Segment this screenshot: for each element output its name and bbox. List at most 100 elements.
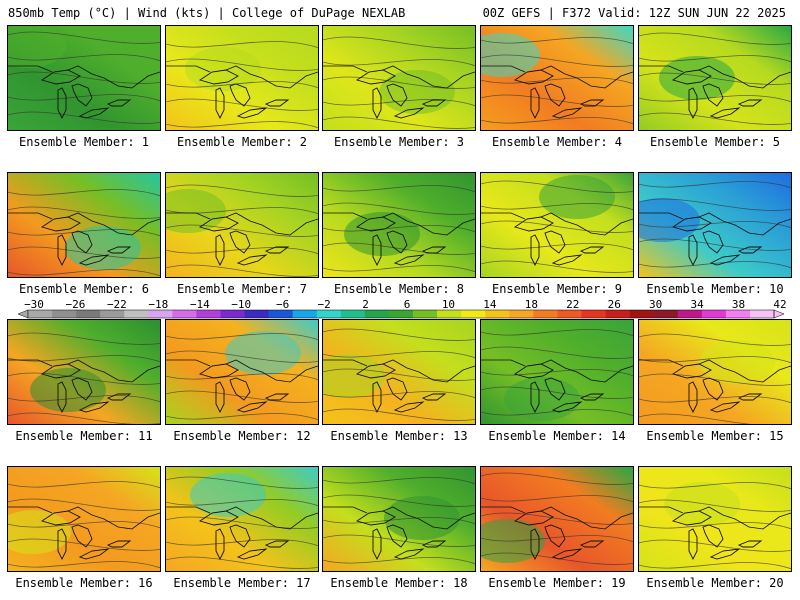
height-contour <box>166 121 318 129</box>
temperature-field <box>639 26 791 130</box>
scale-color-bin <box>292 310 318 318</box>
ensemble-member-map <box>165 466 319 572</box>
great-lakes-outline <box>386 230 408 254</box>
ensemble-member-caption: Ensemble Member: 16 <box>15 576 153 590</box>
temperature-anomaly-area <box>504 377 580 421</box>
ensemble-member-map <box>322 25 476 131</box>
great-lakes-outline <box>78 548 110 560</box>
great-lakes-outline <box>579 246 605 254</box>
political-border <box>323 359 368 367</box>
political-border <box>225 359 318 383</box>
scale-tick-label: 14 <box>483 298 497 311</box>
height-contour <box>639 356 791 364</box>
scale-color-bin <box>196 310 221 318</box>
temperature-field <box>166 173 318 277</box>
scale-color-bin <box>677 310 703 318</box>
political-border <box>225 65 318 89</box>
height-contour <box>323 328 475 341</box>
great-lakes-outline <box>544 83 566 107</box>
temperature-anomaly-area <box>379 70 455 114</box>
height-contour <box>8 561 160 569</box>
temperature-anomaly-area <box>659 56 735 100</box>
great-lakes-outline <box>40 363 81 379</box>
height-contour <box>323 59 475 67</box>
great-lakes-outline <box>513 363 554 379</box>
scale-tick-label: 42 <box>773 298 786 311</box>
height-contour <box>481 180 633 193</box>
great-lakes-outline <box>229 524 251 548</box>
great-lakes-outline <box>421 540 447 548</box>
ensemble-member-map <box>638 466 792 572</box>
height-contour <box>323 185 475 193</box>
scale-color-bin <box>340 310 366 318</box>
ensemble-member-map <box>480 466 634 572</box>
height-contour <box>8 481 160 489</box>
great-lakes-outline <box>198 69 239 85</box>
height-contour <box>639 413 791 424</box>
great-lakes-outline <box>530 528 540 561</box>
great-lakes-outline <box>702 524 724 548</box>
height-contour <box>323 494 475 507</box>
political-border <box>166 212 211 220</box>
scale-tick-label: 34 <box>690 298 704 311</box>
temperature-anomaly-area <box>639 198 700 242</box>
great-lakes-outline <box>551 107 583 119</box>
temperature-field <box>323 26 475 130</box>
temperature-anomaly-area <box>539 175 615 219</box>
temperature-color-scale: −30 −26 −22 −18 −14 −10 −6 −2 2 6 10 14 18 22 26 30 34 38… <box>18 298 788 320</box>
political-border <box>698 65 791 89</box>
temperature-field <box>8 320 160 424</box>
ensemble-member-caption: Ensemble Member: 11 <box>15 429 153 443</box>
height-contour <box>639 562 791 570</box>
scale-color-bin <box>701 310 727 318</box>
height-contour <box>481 203 633 211</box>
height-contour <box>481 535 633 543</box>
ensemble-member-map <box>322 319 476 425</box>
scale-tick-label: 38 <box>732 298 745 311</box>
great-lakes-outline <box>671 363 712 379</box>
great-lakes-outline <box>671 216 712 232</box>
great-lakes-outline <box>57 87 67 120</box>
great-lakes-outline <box>57 528 67 561</box>
height-contour <box>481 260 633 273</box>
ensemble-member-caption: Ensemble Member: 10 <box>646 282 784 296</box>
temperature-field <box>481 173 633 277</box>
temperature-anomaly-area <box>185 47 261 91</box>
great-lakes-outline <box>229 83 251 107</box>
ensemble-member-map <box>638 172 792 278</box>
height-contour <box>8 521 160 529</box>
ensemble-member-caption: Ensemble Member: 17 <box>173 576 311 590</box>
great-lakes-outline <box>106 540 132 548</box>
scale-color-bin <box>28 310 53 318</box>
ensemble-member-caption: Ensemble Member: 14 <box>488 429 626 443</box>
ensemble-member-map <box>638 25 792 131</box>
scale-color-bin <box>437 310 462 318</box>
scale-tick-label: 30 <box>649 298 662 311</box>
great-lakes-outline <box>551 401 583 413</box>
great-lakes-outline <box>229 230 251 254</box>
height-contour <box>481 386 633 399</box>
temperature-field <box>323 173 475 277</box>
great-lakes-outline <box>513 69 554 85</box>
height-contour <box>166 58 318 71</box>
ensemble-member-caption: Ensemble Member: 6 <box>18 282 150 296</box>
height-contour <box>481 94 633 107</box>
scale-color-bin <box>605 310 630 318</box>
great-lakes-outline <box>671 69 712 85</box>
height-contour <box>639 261 791 269</box>
scale-color-bin <box>509 310 534 318</box>
height-contour <box>639 32 791 45</box>
great-lakes-outline <box>236 107 268 119</box>
scale-color-bin <box>76 310 101 318</box>
ensemble-member-caption: Ensemble Member: 18 <box>330 576 468 590</box>
political-border <box>67 506 160 530</box>
height-contour <box>323 477 475 485</box>
great-lakes-outline <box>215 528 225 561</box>
height-contour <box>481 495 633 503</box>
great-lakes-outline <box>688 528 698 561</box>
scale-tick-label: 18 <box>525 298 538 311</box>
height-contour <box>166 264 318 277</box>
political-border <box>323 65 368 73</box>
temperature-field <box>166 467 318 571</box>
height-contour <box>166 556 318 569</box>
